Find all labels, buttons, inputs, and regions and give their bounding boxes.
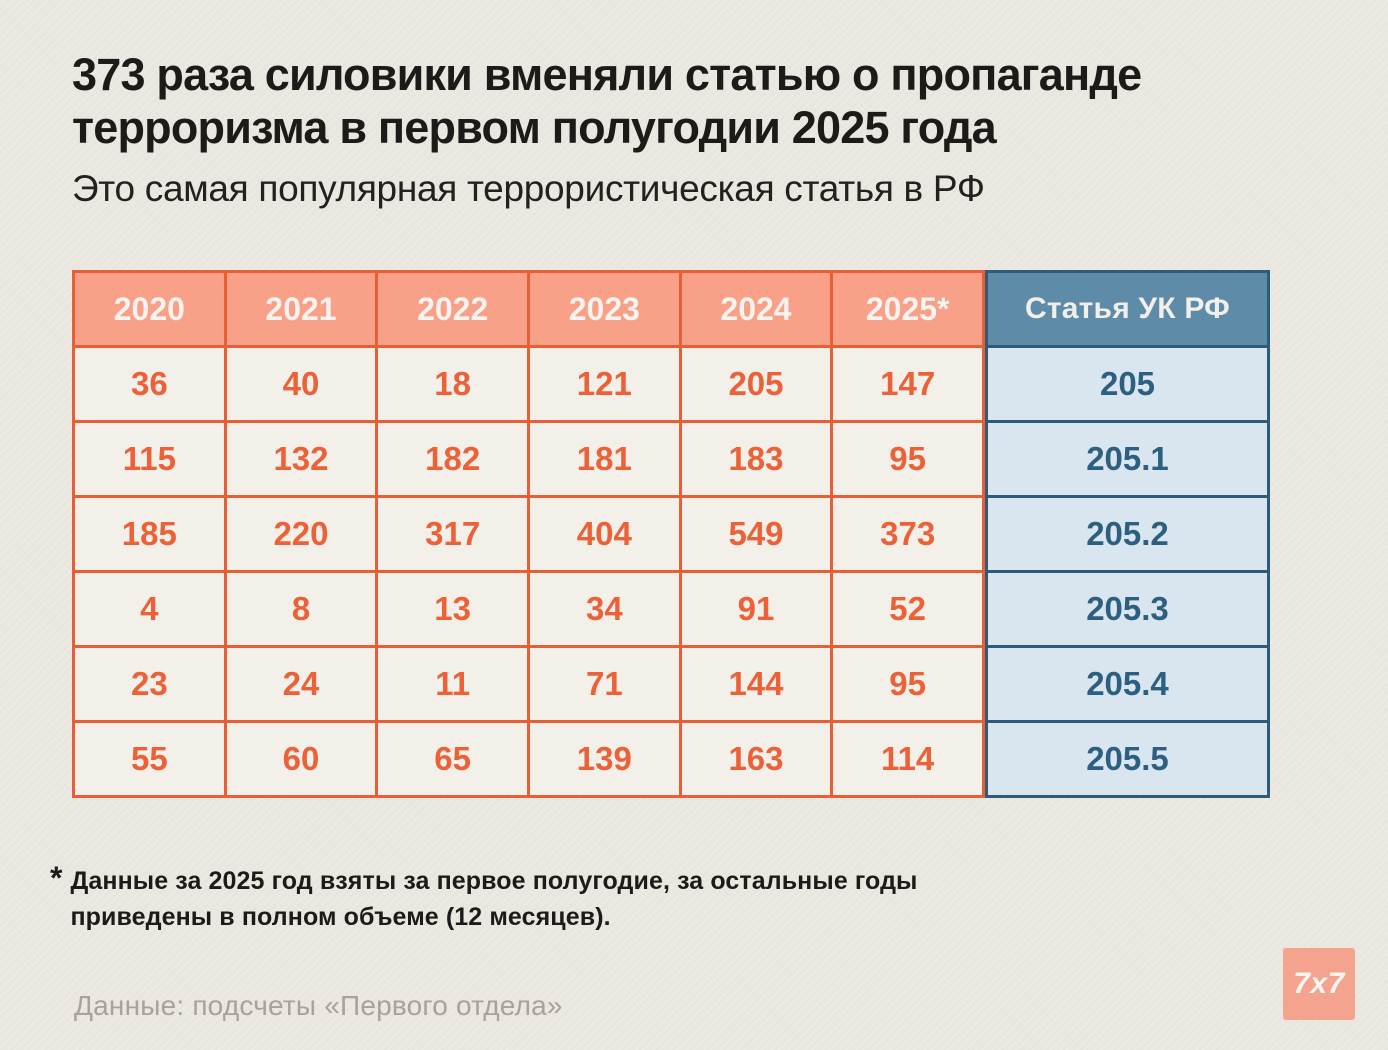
data-table: 2020 2021 2022 2023 2024 2025* 36 40 18 … <box>72 270 1270 798</box>
article-cell: 205.1 <box>988 423 1267 495</box>
asterisk-marker: * <box>50 860 63 896</box>
article-cell: 205.5 <box>988 723 1267 795</box>
table-cell: 11 <box>378 648 527 720</box>
table-cell: 185 <box>75 498 224 570</box>
article-cell: 205.3 <box>988 573 1267 645</box>
source-credit: Данные: подсчеты «Первого отдела» <box>74 990 563 1021</box>
page-subtitle: Это самая популярная террористическая ст… <box>72 168 985 209</box>
column-header-2025: 2025* <box>833 273 982 345</box>
table-cell: 373 <box>833 498 982 570</box>
table-cell: 8 <box>226 573 376 645</box>
table-cell: 95 <box>833 648 982 720</box>
title-line-1: 373 раза силовики вменяли статью о пропа… <box>72 49 1142 100</box>
table-cell: 132 <box>226 423 376 495</box>
article-cell: 205 <box>988 348 1267 420</box>
footnote-text: Данные за 2025 год взяты за первое полуг… <box>70 867 918 931</box>
table-cell: 182 <box>378 423 527 495</box>
title-line-2: терроризма в первом полугодии 2025 года <box>72 102 997 154</box>
table-cell: 115 <box>75 423 224 495</box>
column-header-article: Статья УК РФ <box>988 273 1267 345</box>
page-title: 373 раза силовики вменяли статью о пропа… <box>72 48 1342 154</box>
column-header-2024: 2024 <box>681 273 831 345</box>
footnote: * Данные за 2025 год взяты за первое пол… <box>50 860 990 935</box>
table-cell: 205 <box>681 348 831 420</box>
column-header-2021: 2021 <box>226 273 376 345</box>
table-cell: 144 <box>681 648 831 720</box>
logo-7x7: 7x7 <box>1283 948 1355 1020</box>
article-cell: 205.2 <box>988 498 1267 570</box>
table-cell: 23 <box>75 648 224 720</box>
table-cell: 549 <box>681 498 831 570</box>
table-cell: 40 <box>226 348 376 420</box>
table-cell: 139 <box>530 723 679 795</box>
article-column: Статья УК РФ 205 205.1 205.2 205.3 205.4… <box>985 270 1270 798</box>
table-cell: 220 <box>226 498 376 570</box>
table-cell: 65 <box>378 723 527 795</box>
column-header-2023: 2023 <box>530 273 679 345</box>
column-header-2022: 2022 <box>378 273 527 345</box>
table-cell: 183 <box>681 423 831 495</box>
table-cell: 121 <box>530 348 679 420</box>
table-cell: 71 <box>530 648 679 720</box>
table-cell: 52 <box>833 573 982 645</box>
table-cell: 163 <box>681 723 831 795</box>
logo-label: 7x7 <box>1293 967 1345 1000</box>
table-cell: 95 <box>833 423 982 495</box>
table-cell: 4 <box>75 573 224 645</box>
table-cell: 36 <box>75 348 224 420</box>
table-cell: 18 <box>378 348 527 420</box>
table-cell: 60 <box>226 723 376 795</box>
article-cell: 205.4 <box>988 648 1267 720</box>
table-cell: 34 <box>530 573 679 645</box>
table-cell: 404 <box>530 498 679 570</box>
years-grid: 2020 2021 2022 2023 2024 2025* 36 40 18 … <box>72 270 985 798</box>
column-header-2020: 2020 <box>75 273 224 345</box>
table-cell: 24 <box>226 648 376 720</box>
table-cell: 114 <box>833 723 982 795</box>
table-cell: 13 <box>378 573 527 645</box>
table-cell: 317 <box>378 498 527 570</box>
table-cell: 147 <box>833 348 982 420</box>
table-cell: 55 <box>75 723 224 795</box>
table-cell: 181 <box>530 423 679 495</box>
table-cell: 91 <box>681 573 831 645</box>
